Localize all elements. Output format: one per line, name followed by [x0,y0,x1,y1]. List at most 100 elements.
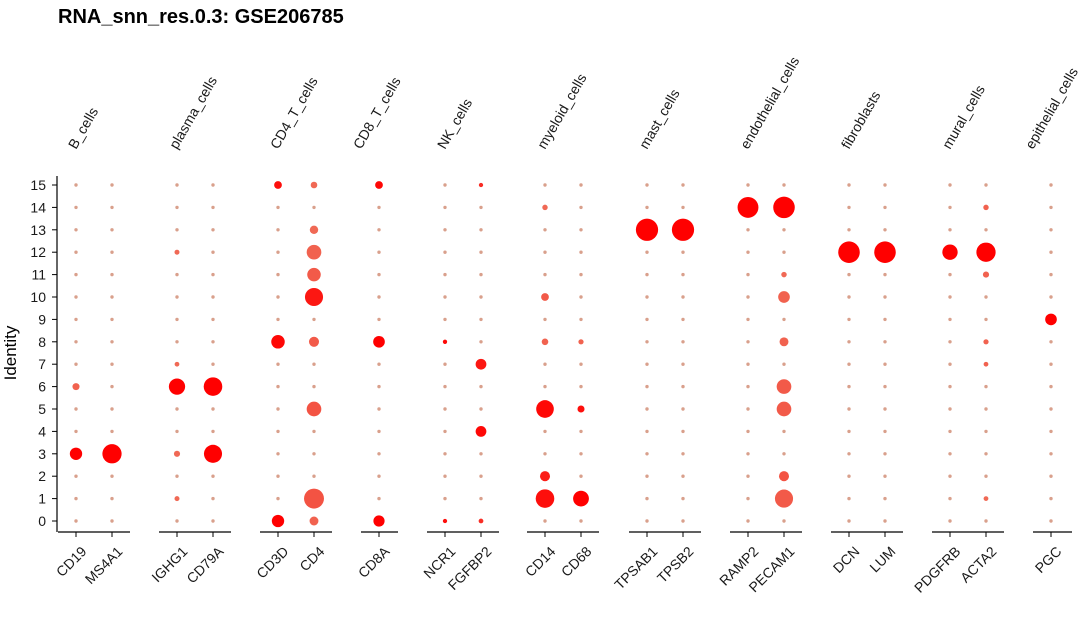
facet-label: CD8_T_cells [350,74,404,151]
facet-label: mural_cells [939,82,988,151]
background-dot [377,452,381,456]
background-dot [645,183,649,187]
background-dot [312,362,316,366]
y-tick-label: 12 [30,244,46,260]
background-dot [782,452,786,456]
background-dot [543,519,547,523]
background-dot [579,272,583,277]
background-dot [377,496,381,501]
background-dot [847,452,851,456]
gene-tick-label: CD4 [296,543,327,574]
data-dot [102,444,122,464]
background-dot [175,519,179,523]
y-tick-label: 0 [38,513,46,529]
facet-label: NK_cells [434,96,475,152]
background-dot [377,429,381,434]
background-dot [74,340,78,344]
background-dot [984,407,988,411]
background-dot [746,317,750,322]
background-dot [211,407,215,411]
gene-tick-label: LUM [866,543,898,575]
data-dot [778,471,790,482]
data-dot [573,490,589,507]
background-dot [948,474,952,478]
background-dot [443,452,447,456]
background-dot [1049,205,1053,210]
data-dot [535,489,555,508]
data-dot [174,361,180,367]
background-dot [74,272,78,277]
background-dot [211,205,215,210]
data-dot [737,196,759,218]
data-dot [72,383,80,391]
data-dots [69,181,1057,528]
data-dot [373,515,385,527]
background-dot [276,295,280,299]
background-dot [681,340,685,344]
background-dot [276,250,280,254]
background-dot [479,272,483,277]
background-dot [746,362,750,366]
background-dot [746,452,750,456]
background-dot [645,452,649,456]
background-dot [377,205,381,210]
background-dot [443,496,447,501]
background-dot [443,317,447,322]
background-dot [579,205,583,210]
background-dot [211,474,215,478]
data-dot [539,471,551,482]
data-dot [373,335,385,348]
background-dot [479,452,483,456]
background-dot [110,407,114,411]
background-dot [782,317,786,322]
background-dot [948,452,952,456]
y-tick-label: 15 [30,177,46,193]
background-dot [110,362,114,366]
background-dot [175,228,179,232]
data-dot [309,225,319,235]
background-dot [211,272,215,277]
data-dot [69,447,83,460]
y-tick-label: 4 [38,423,46,439]
data-dot [271,335,285,349]
background-dot [377,474,381,478]
data-dot [983,204,989,211]
data-dot [173,450,181,457]
background-dot [948,340,952,344]
y-axis-label: Identity [1,325,20,380]
background-dot [276,362,280,366]
background-dot [883,317,887,322]
background-dot [175,183,179,187]
background-dot [377,228,381,232]
background-dot [847,295,851,299]
background-dot [746,228,750,232]
background-dot [276,452,280,456]
facet-groups: B_cellsCD19MS4A1plasma_cellsIGHG1CD79ACD… [53,54,1080,596]
background-dot [746,519,750,523]
background-dot [681,362,685,366]
background-dot [211,250,215,254]
background-dot [543,317,547,322]
gene-tick-label: DCN [830,543,863,576]
background-dot [74,362,78,366]
background-dot [984,429,988,434]
background-dot [175,429,179,434]
facet-label: epithelial_cells [1022,65,1080,152]
background-dot [746,384,750,389]
data-dot [776,379,792,394]
background-dot [479,250,483,254]
y-tick-label: 8 [38,334,46,350]
background-dot [645,429,649,434]
data-dot [838,241,860,263]
background-dot [443,384,447,389]
y-tick-label: 14 [30,199,46,215]
background-dot [883,407,887,411]
background-dot [984,228,988,232]
background-dot [579,519,583,523]
gene-tick-label: CD79A [183,543,227,587]
data-dot [304,287,324,307]
facet-label: myeloid_cells [534,71,590,152]
background-dot [110,496,114,501]
gene-tick-label: TPSAB1 [611,543,660,592]
background-dot [847,183,851,187]
